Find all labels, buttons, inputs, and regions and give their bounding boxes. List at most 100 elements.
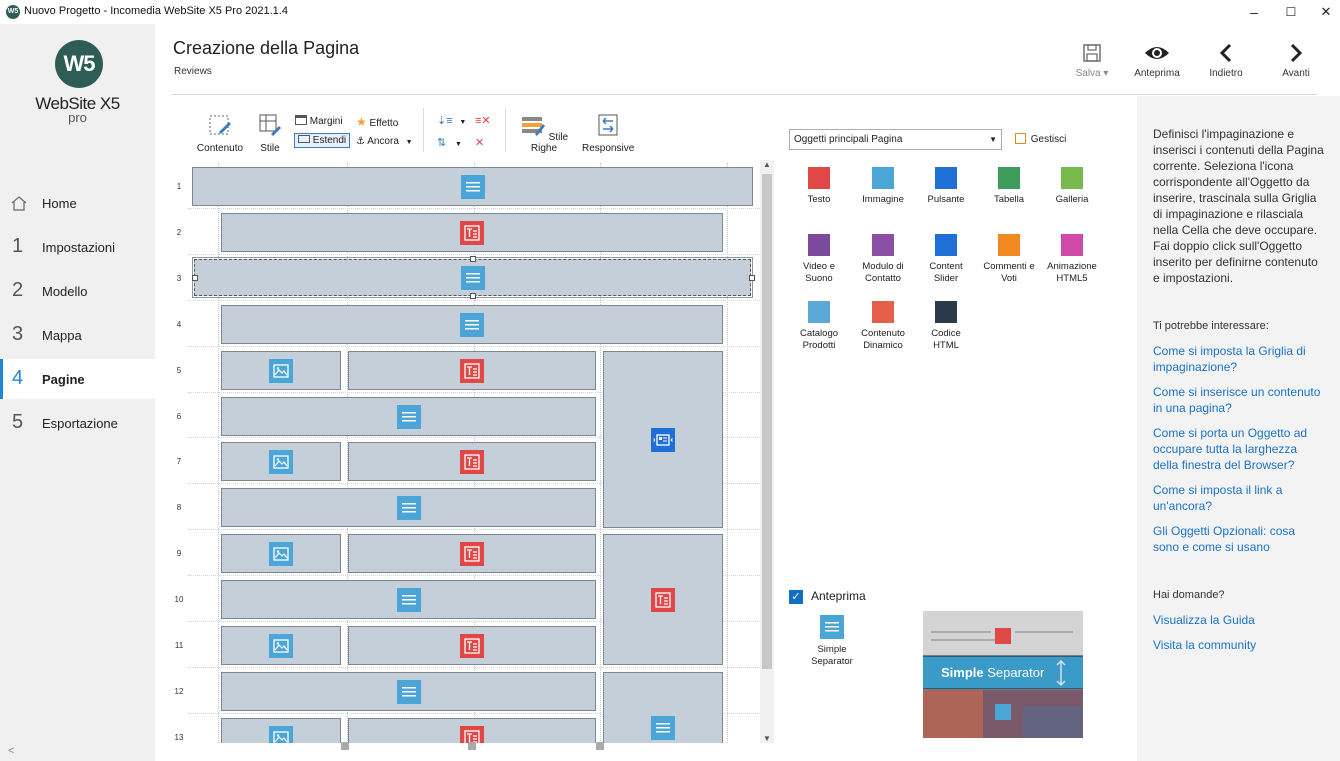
sidebar-item-pagine[interactable]: 4 Pagine	[0, 359, 155, 399]
responsive-label: Responsive	[582, 143, 635, 154]
button-object-object[interactable]: Pulsante	[914, 167, 978, 206]
grid-vertical-scrollbar[interactable]: ▲ ▼	[760, 160, 774, 743]
row-style-button[interactable]: Stile Righe	[518, 112, 570, 154]
text-object-object[interactable]: Testo	[787, 167, 851, 206]
row-guide	[188, 207, 760, 209]
grid-cell[interactable]	[221, 442, 341, 481]
grid-cell[interactable]	[348, 442, 596, 481]
gallery-object-object[interactable]: Galleria	[1040, 167, 1104, 206]
object-label: Codice HTML	[931, 328, 961, 351]
animation-object-object[interactable]: Animazione HTML5	[1040, 234, 1104, 285]
selection-handle[interactable]	[470, 256, 476, 262]
html-code-object[interactable]: Codice HTML	[914, 301, 978, 352]
grid-cell[interactable]	[221, 626, 341, 665]
grid-cell[interactable]	[603, 534, 723, 665]
catalog-object-object[interactable]: Catalogo Prodotti	[787, 301, 851, 352]
preview-button[interactable]: Anteprima	[1130, 40, 1184, 79]
help-link[interactable]: Come si imposta il link a un'ancora?	[1153, 483, 1283, 513]
grid-cell[interactable]	[348, 718, 596, 743]
help-link[interactable]: Come si inserisce un contenuto in una pa…	[1153, 385, 1321, 415]
clear-row-button[interactable]: ✕	[475, 136, 484, 149]
sidebar-item-home[interactable]: Home	[0, 183, 155, 223]
contact-form-icon	[872, 234, 894, 256]
grid-cell[interactable]	[348, 351, 596, 390]
grid-cell[interactable]	[221, 213, 723, 252]
manage-objects-button[interactable]: Gestisci	[1015, 133, 1066, 145]
extend-button[interactable]: Estendi	[294, 133, 351, 148]
video-object-object[interactable]: Video e Suono	[787, 234, 851, 285]
style-tool-button[interactable]: Stile	[255, 112, 285, 154]
minimize-button[interactable]: –	[1250, 4, 1258, 20]
grid-cell[interactable]	[348, 626, 596, 665]
back-button[interactable]: Indietro	[1202, 40, 1250, 79]
simple-separator-object[interactable]: Simple Separator	[800, 615, 864, 668]
grid-cell[interactable]	[348, 534, 596, 573]
sidebar-item-impostazioni[interactable]: 1 Impostazioni	[0, 227, 155, 267]
style-icon	[259, 114, 281, 136]
grid-cell[interactable]	[221, 397, 596, 436]
maximize-button[interactable]: ☐	[1285, 5, 1297, 19]
selection-handle[interactable]	[192, 275, 198, 281]
dynamic-content-object[interactable]: Contenuto Dinamico	[851, 301, 915, 352]
sidebar-item-esportazione[interactable]: 5 Esportazione	[0, 403, 155, 443]
delete-row-button[interactable]: ≡✕	[475, 114, 491, 127]
object-category-select[interactable]: Oggetti principali Pagina ▼	[789, 129, 1002, 150]
grid-cell[interactable]	[221, 488, 596, 527]
selection-handle[interactable]	[749, 275, 755, 281]
sidebar-item-number: 2	[12, 279, 24, 301]
insert-row-button[interactable]: ⇣≡ ▼	[437, 114, 466, 127]
responsive-button[interactable]: Responsive	[582, 112, 634, 154]
column-resize-handle[interactable]	[341, 742, 349, 750]
help-link[interactable]: Gli Oggetti Opzionali: cosa sono e come …	[1153, 524, 1296, 554]
move-row-button[interactable]: ⇅ ▼	[437, 136, 462, 149]
content-slider-object[interactable]: Content Slider	[914, 234, 978, 285]
selection-handle[interactable]	[470, 293, 476, 299]
grid-cell[interactable]	[603, 672, 723, 743]
home-icon	[11, 196, 27, 211]
help-guide-link[interactable]: Visualizza la Guida	[1153, 613, 1255, 627]
sidebar-item-label: Modello	[42, 284, 88, 299]
row-style-label: Stile Righe	[530, 132, 569, 154]
row-guide	[188, 529, 760, 531]
help-link[interactable]: Come si porta un Oggetto ad occupare tut…	[1153, 426, 1308, 472]
margins-button[interactable]: Margini	[295, 115, 343, 127]
grid-cell[interactable]	[221, 580, 596, 619]
sidebar-item-number: 5	[12, 411, 24, 433]
grid-cell[interactable]	[192, 257, 753, 298]
toolbar-separator	[505, 108, 506, 152]
grid-cell[interactable]	[221, 672, 596, 711]
grid-cell[interactable]	[603, 351, 723, 528]
effect-button[interactable]: ★ Effetto	[356, 115, 398, 129]
column-resize-handle[interactable]	[468, 742, 476, 750]
forward-button[interactable]: Avanti	[1272, 40, 1320, 79]
image-object-object[interactable]: Immagine	[851, 167, 915, 206]
column-resize-handle[interactable]	[596, 742, 604, 750]
grid-cell[interactable]	[192, 167, 753, 206]
check-icon[interactable]: ✓	[789, 590, 803, 604]
scroll-down-icon[interactable]: ▼	[763, 734, 771, 743]
grid-cell[interactable]	[221, 305, 723, 344]
table-object-object[interactable]: Tabella	[977, 167, 1041, 206]
save-button[interactable]: Salva ▾	[1068, 40, 1116, 79]
object-label: Animazione HTML5	[1047, 261, 1097, 284]
scroll-up-icon[interactable]: ▲	[763, 160, 771, 169]
collapse-sidebar-button[interactable]: <	[8, 745, 15, 757]
layout-grid[interactable]: 1 2 3 4 5 6 7 8 9 10 11 12 13	[170, 163, 760, 743]
grid-cell[interactable]	[221, 534, 341, 573]
grid-cell[interactable]	[221, 718, 341, 743]
sidebar-item-mappa[interactable]: 3 Mappa	[0, 315, 155, 355]
row-number: 5	[176, 365, 182, 375]
content-tool-button[interactable]: Contenuto	[193, 112, 247, 154]
close-button[interactable]: ✕	[1320, 4, 1332, 19]
title-bar: W5 Nuovo Progetto - Incomedia WebSite X5…	[0, 0, 1340, 24]
comments-object-object[interactable]: Commenti e Voti	[977, 234, 1041, 285]
extend-label: Estendi	[312, 135, 347, 146]
help-community-link[interactable]: Visita la community	[1153, 638, 1257, 652]
sidebar-item-modello[interactable]: 2 Modello	[0, 271, 155, 311]
contact-form-object[interactable]: Modulo di Contatto	[851, 234, 915, 285]
scrollbar-thumb[interactable]	[762, 174, 772, 669]
object-category-value: Oggetti principali Pagina	[794, 134, 903, 145]
help-link[interactable]: Come si imposta la Griglia di impaginazi…	[1153, 344, 1306, 374]
anchor-button[interactable]: ⚓ Ancora ▼	[356, 136, 413, 147]
grid-cell[interactable]	[221, 351, 341, 390]
